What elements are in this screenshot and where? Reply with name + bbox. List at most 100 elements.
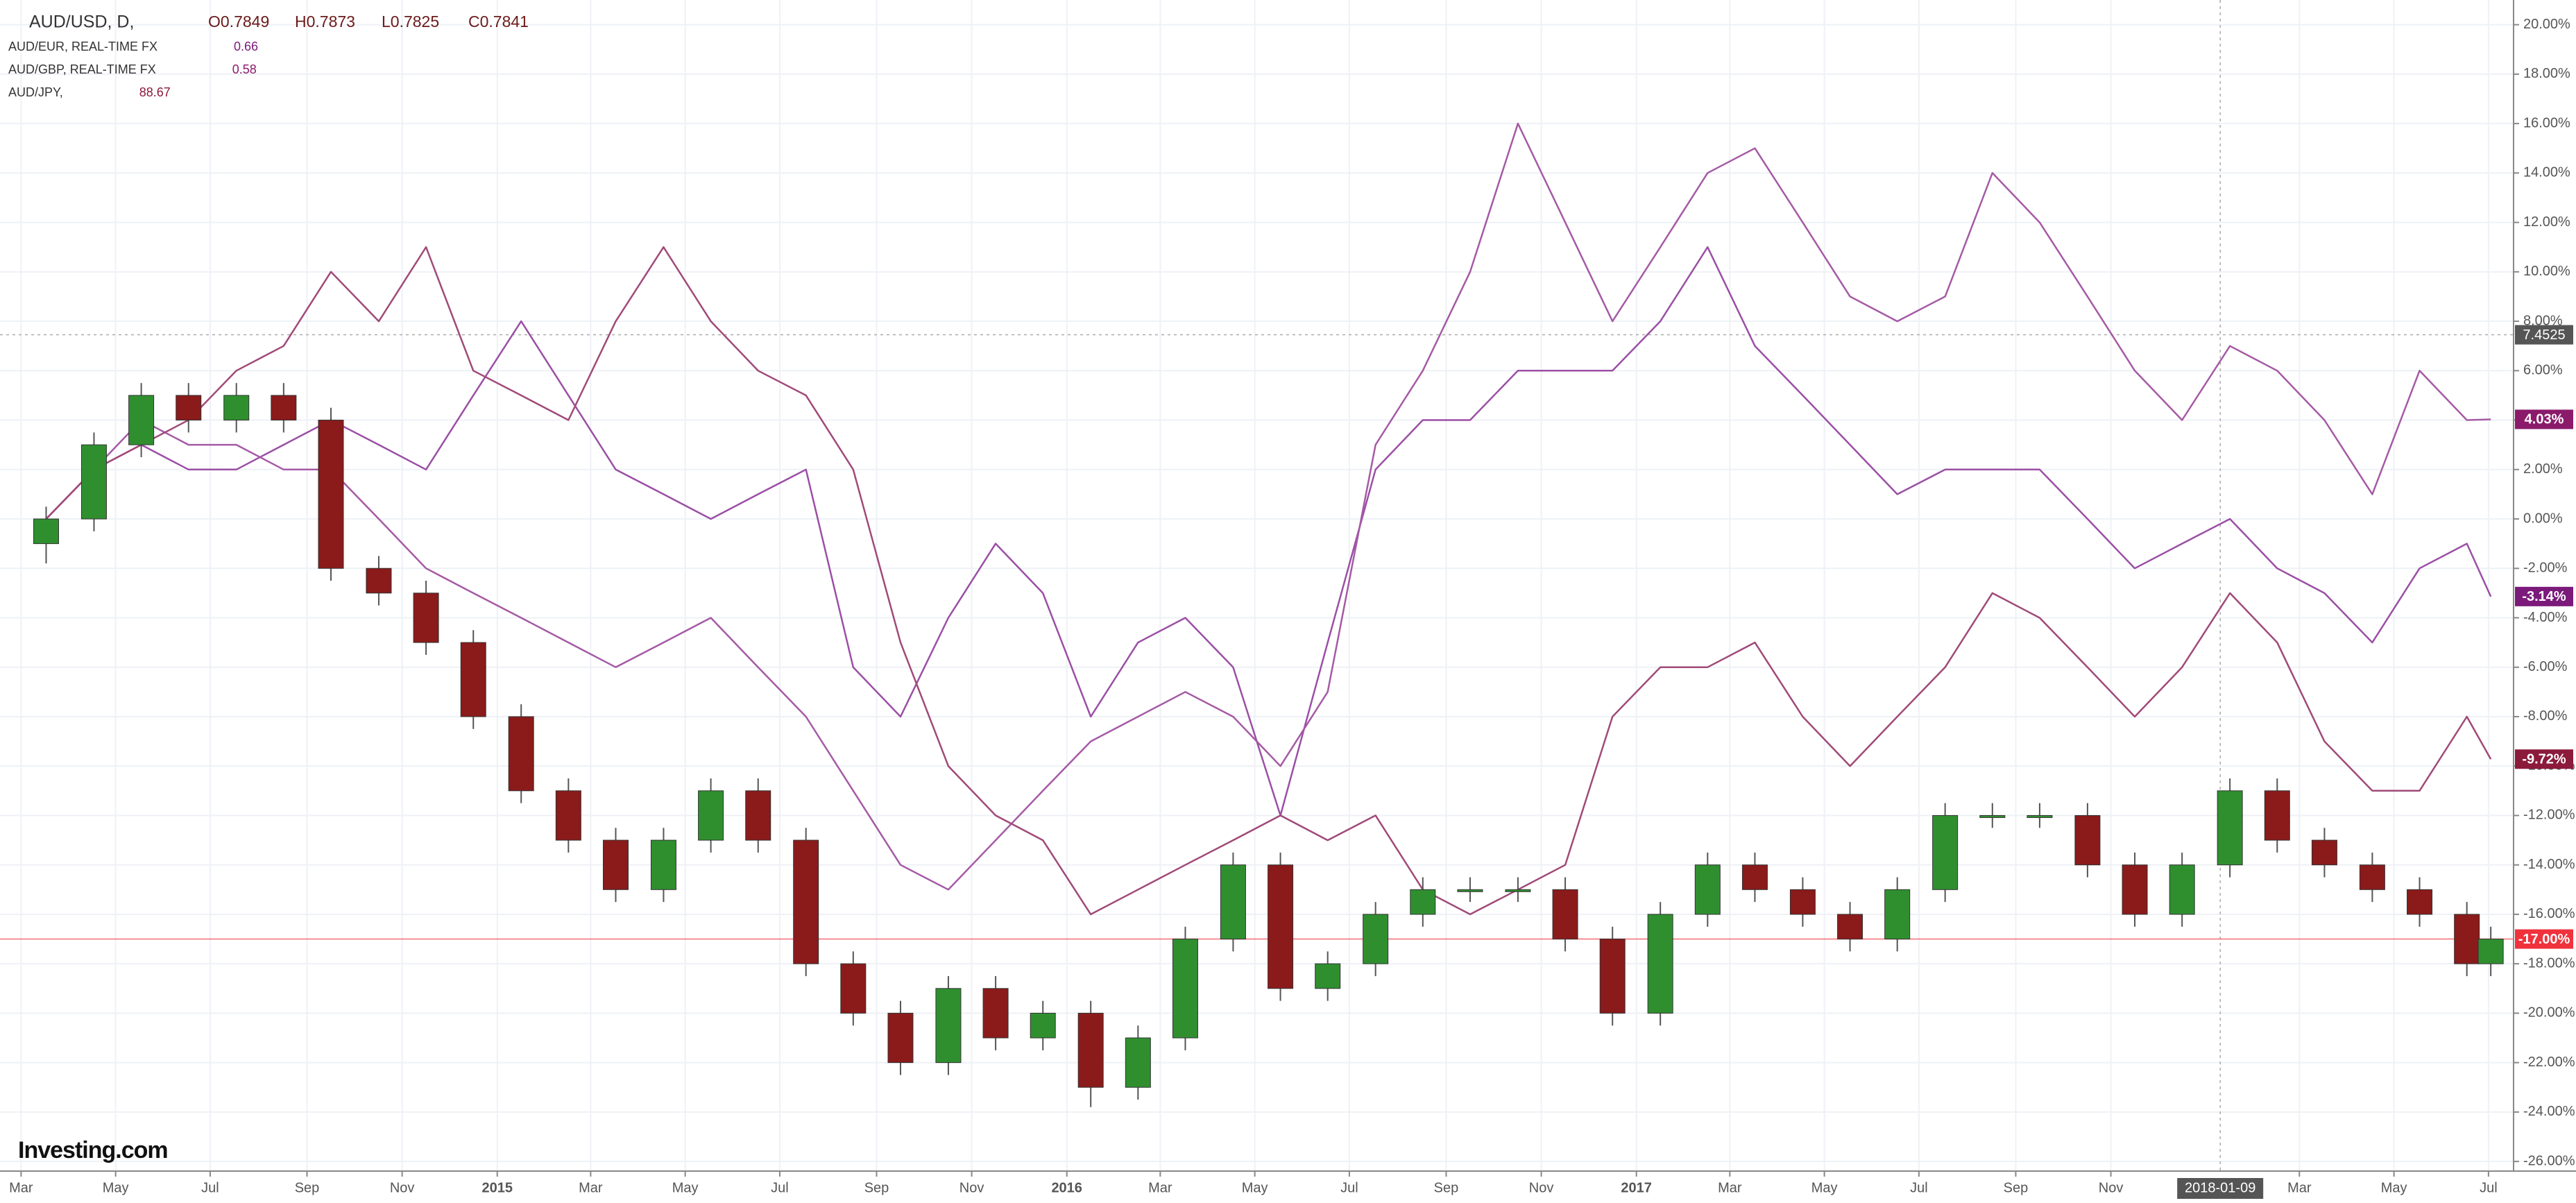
x-tick-label: Nov: [959, 1180, 984, 1195]
candle-body: [2027, 814, 2053, 818]
candle-body: [698, 790, 724, 841]
x-tick-label: Mar: [1148, 1180, 1172, 1195]
x-tick-label: Sep: [295, 1180, 320, 1195]
last-value-badge: [2515, 929, 2573, 949]
candle-body: [602, 839, 629, 890]
candle-body: [2454, 914, 2480, 964]
candle-body: [2407, 889, 2433, 915]
legend-value: 0.66: [234, 40, 258, 53]
candle-body: [366, 568, 392, 594]
y-tick-label: -22.00%: [2523, 1055, 2575, 1070]
candle-body: [1363, 914, 1389, 964]
plot: [33, 122, 2504, 1107]
x-tick-label: Sep: [864, 1180, 889, 1195]
candle-body: [1694, 864, 1721, 915]
last-value-label: -17.00%: [2518, 932, 2570, 947]
candle-body: [2074, 814, 2101, 866]
candle-body: [1077, 1012, 1104, 1088]
candle-body: [982, 988, 1009, 1039]
y-tick-label: 12.00%: [2523, 214, 2570, 230]
series-line: [45, 122, 2491, 891]
ohlc-legend-item: O0.7849: [208, 12, 269, 31]
candle-body: [80, 444, 107, 520]
candle-body: [1789, 889, 1816, 915]
x-tick-label: Mar: [579, 1180, 603, 1195]
crosshair-y-label: 7.4525: [2523, 327, 2565, 343]
candle-body: [887, 1012, 914, 1064]
y-tick-label: -2.00%: [2523, 561, 2568, 576]
candle-body: [1125, 1037, 1151, 1088]
series-line: [45, 246, 2492, 916]
candle-body: [935, 988, 962, 1064]
x-tick-label: Jul: [771, 1180, 789, 1195]
x-tick-label: Nov: [2099, 1180, 2124, 1195]
candle-body: [460, 642, 486, 717]
y-tick-label: 6.00%: [2523, 363, 2563, 378]
x-tick-label: May: [2381, 1180, 2407, 1195]
candle-body: [555, 790, 581, 841]
x-tick-label: Nov: [1529, 1180, 1554, 1195]
y-tick-label: 8.00%: [2523, 313, 2563, 328]
ohlc-legend-item: H0.7873: [295, 12, 355, 31]
legend-value: 0.58: [232, 62, 257, 76]
y-tick-label: 20.00%: [2523, 17, 2570, 32]
x-tick-label: Nov: [390, 1180, 415, 1195]
x-tick-label: Jul: [201, 1180, 219, 1195]
x-tick-label: 2015: [481, 1180, 513, 1195]
candle-body: [2122, 864, 2148, 915]
ohlc-legend-item: C0.7841: [468, 12, 529, 31]
x-tick-label: 2017: [1621, 1180, 1652, 1195]
y-tick-label: -14.00%: [2523, 857, 2575, 872]
candle-body: [1741, 864, 1768, 890]
candle-body: [1979, 814, 2006, 818]
candle-body: [223, 395, 250, 421]
candle-body: [1172, 939, 1198, 1039]
x-tick-label: Sep: [2004, 1180, 2029, 1195]
last-value-badge: [2515, 586, 2573, 606]
candle-body: [2359, 864, 2385, 890]
x-tick-label: May: [672, 1180, 699, 1195]
candle-body: [2311, 839, 2337, 866]
y-tick-label: -4.00%: [2523, 610, 2568, 625]
candle-body: [413, 592, 439, 643]
ohlc-legend-item: L0.7825: [382, 12, 439, 31]
y-tick-label: 16.00%: [2523, 115, 2570, 130]
crosshair-y-badge: [2515, 325, 2573, 345]
candle-body: [1599, 939, 1626, 1014]
candle-body: [793, 839, 819, 964]
x-tick-label: Jul: [1910, 1180, 1928, 1195]
candle-body: [1505, 889, 1531, 892]
symbol: AUD/USD, D,: [29, 12, 134, 32]
candle-body: [1030, 1012, 1056, 1039]
crosshair-x-label: 2018-01-09: [2185, 1180, 2255, 1195]
y-tick-label: -16.00%: [2523, 906, 2575, 921]
candle-body: [2169, 864, 2195, 915]
last-value-label: -9.72%: [2522, 752, 2566, 767]
y-tick-label: -12.00%: [2523, 808, 2575, 823]
candle-body: [128, 395, 155, 445]
x-tick-label: Mar: [9, 1180, 33, 1195]
x-tick-label: Mar: [1718, 1180, 1742, 1195]
logo: Investing.com: [18, 1137, 168, 1163]
legend-name: AUD/GBP, REAL-TIME FX: [8, 62, 156, 76]
y-tick-label: 2.00%: [2523, 461, 2563, 477]
candle-body: [1220, 864, 1246, 940]
candle-body: [1410, 889, 1436, 915]
y-tick-label: -6.00%: [2523, 659, 2568, 674]
y-tick-label: 10.00%: [2523, 264, 2570, 279]
x-tick-label: 2016: [1051, 1180, 1082, 1195]
x-tick-label: Mar: [2287, 1180, 2312, 1195]
x-tick-label: Jul: [1340, 1180, 1358, 1195]
candle-body: [1932, 814, 1959, 890]
candle-body: [271, 395, 297, 421]
last-value-label: -3.14%: [2522, 589, 2566, 604]
candle-body: [33, 518, 59, 545]
x-tick-label: Sep: [1434, 1180, 1459, 1195]
legend-name: AUD/JPY,: [8, 85, 63, 99]
candle-body: [176, 395, 202, 421]
candle-body: [2217, 790, 2243, 866]
candle-body: [1837, 914, 1863, 940]
y-tick-label: -8.00%: [2523, 708, 2568, 724]
